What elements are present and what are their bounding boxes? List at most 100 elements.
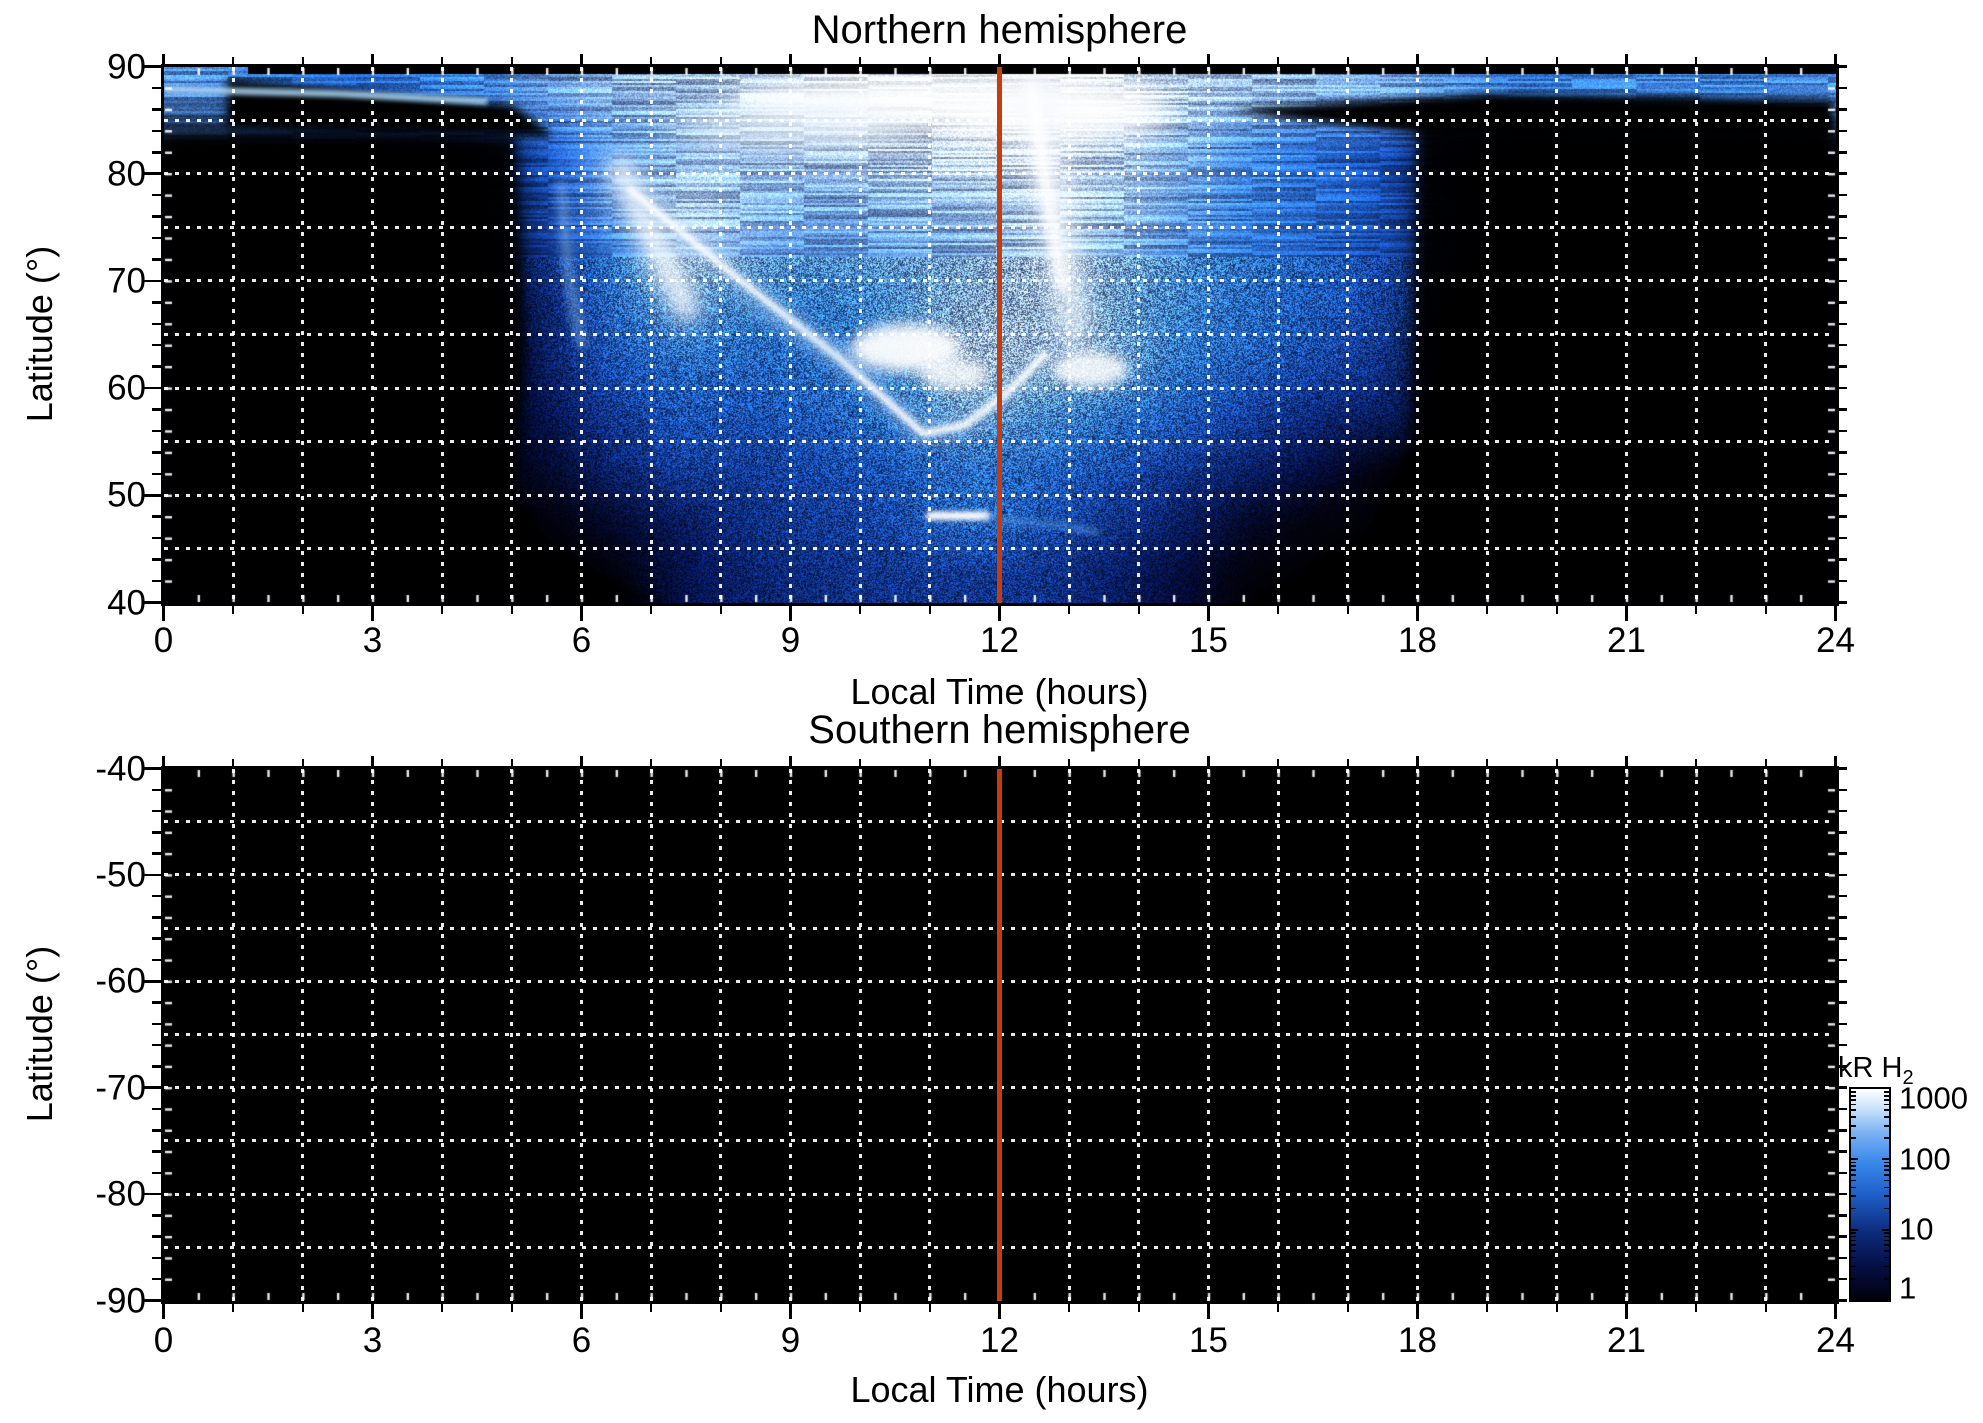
x-axis-top-tick xyxy=(1556,57,1559,64)
y-axis-right-tick xyxy=(1839,108,1847,111)
colorbar-tick xyxy=(1884,1266,1889,1268)
x-axis-top-tick xyxy=(859,57,862,64)
x-tick-label: 3 xyxy=(363,620,382,662)
colorbar-tick xyxy=(1884,1099,1889,1101)
x-tick-label: 12 xyxy=(980,620,1019,662)
x-axis-top-tick xyxy=(232,57,235,64)
x-tick-label: 24 xyxy=(1816,620,1855,662)
colorbar-tick xyxy=(1851,1091,1856,1093)
y-axis-right-tick xyxy=(1839,1023,1847,1026)
colorbar-tick xyxy=(1851,1174,1856,1176)
x-axis-top-tick xyxy=(371,756,374,766)
y-axis-right-tick xyxy=(1839,789,1847,792)
colorbar-tick xyxy=(1851,1208,1856,1210)
y-axis-right-tick xyxy=(1839,959,1847,962)
x-axis-tick xyxy=(650,606,653,614)
colorbar-tick xyxy=(1884,1250,1889,1252)
y-axis-tick xyxy=(152,810,161,813)
x-axis-tick xyxy=(1695,1304,1698,1312)
x-axis-tick xyxy=(441,1304,444,1312)
x-axis-tick xyxy=(371,1304,374,1319)
colorbar-tick xyxy=(1851,1195,1856,1197)
y-tick-label: -60 xyxy=(56,964,146,999)
x-axis-top-tick xyxy=(720,759,723,766)
colorbar-tick xyxy=(1851,1104,1856,1106)
y-axis-right-tick xyxy=(1839,1193,1847,1196)
x-axis-tick xyxy=(720,1304,723,1312)
x-axis-tick xyxy=(929,1304,932,1312)
colorbar-tick xyxy=(1851,1240,1856,1242)
x-axis-tick xyxy=(1347,1304,1350,1312)
y-axis-tick xyxy=(144,601,161,604)
x-axis-tick xyxy=(232,606,235,614)
x-axis-tick xyxy=(1695,606,1698,614)
y-axis-tick xyxy=(152,151,161,154)
y-axis-right-tick xyxy=(1839,1065,1847,1068)
y-tick-label: -80 xyxy=(56,1177,146,1212)
colorbar-tick xyxy=(1851,1266,1856,1268)
x-axis-tick xyxy=(1416,606,1419,621)
y-tick-label: 70 xyxy=(56,263,146,298)
y-axis-tick xyxy=(144,387,161,390)
x-axis-tick xyxy=(1068,1304,1071,1312)
y-tick-label: -90 xyxy=(56,1283,146,1318)
y-axis-tick xyxy=(152,194,161,197)
y-axis-right-tick xyxy=(1839,895,1847,898)
y-axis-tick xyxy=(152,1235,161,1238)
y-axis-tick xyxy=(152,831,161,834)
colorbar-tick xyxy=(1884,1180,1889,1182)
x-tick-label: 0 xyxy=(154,620,173,662)
y-axis-right-tick xyxy=(1839,874,1847,877)
x-axis-top-tick xyxy=(1556,759,1559,766)
colorbar-tick xyxy=(1882,1158,1889,1160)
y-axis-right-tick xyxy=(1839,215,1847,218)
x-axis-tick xyxy=(1625,1304,1628,1319)
y-axis-right-tick xyxy=(1839,831,1847,834)
colorbar-tick xyxy=(1851,1109,1856,1111)
colorbar-tick xyxy=(1884,1278,1889,1280)
south-x-axis-label: Local Time (hours) xyxy=(163,1372,1836,1408)
x-axis-top-tick xyxy=(580,756,583,766)
x-axis-top-tick xyxy=(232,759,235,766)
x-axis-top-tick xyxy=(1416,54,1419,64)
y-axis-right-tick xyxy=(1839,1001,1847,1004)
y-axis-tick xyxy=(152,1044,161,1047)
x-axis-top-tick xyxy=(511,57,514,64)
colorbar-tick-label: 1000 xyxy=(1899,1083,1968,1114)
y-axis-tick xyxy=(152,1065,161,1068)
colorbar-tick xyxy=(1851,1180,1856,1182)
y-tick-label: 90 xyxy=(56,49,146,84)
x-axis-top-tick xyxy=(650,57,653,64)
x-axis-tick xyxy=(580,606,583,621)
colorbar-tick xyxy=(1851,1187,1856,1189)
y-axis-tick xyxy=(152,237,161,240)
y-axis-right-tick xyxy=(1839,1235,1847,1238)
y-axis-tick xyxy=(152,580,161,583)
x-axis-top-tick xyxy=(1068,759,1071,766)
x-axis-tick xyxy=(998,606,1001,621)
y-tick-label: 80 xyxy=(56,156,146,191)
y-axis-tick xyxy=(152,1172,161,1175)
x-tick-label: 21 xyxy=(1607,1320,1646,1362)
y-axis-tick xyxy=(152,1278,161,1281)
x-axis-tick xyxy=(1834,1304,1837,1319)
colorbar-tick xyxy=(1884,1240,1889,1242)
y-axis-right-tick xyxy=(1839,451,1847,454)
y-tick-label: -50 xyxy=(56,857,146,892)
x-axis-top-tick xyxy=(859,759,862,766)
y-axis-tick xyxy=(152,365,161,368)
x-axis-top-tick xyxy=(650,759,653,766)
x-axis-tick xyxy=(1277,1304,1280,1312)
colorbar-tick xyxy=(1884,1125,1889,1127)
x-axis-tick xyxy=(1277,606,1280,614)
y-axis-right-tick xyxy=(1839,387,1847,390)
colorbar-tick xyxy=(1884,1116,1889,1118)
x-axis-tick xyxy=(789,1304,792,1319)
colorbar-tick xyxy=(1851,1257,1856,1259)
y-axis-right-tick xyxy=(1839,194,1847,197)
y-axis-right-tick xyxy=(1839,494,1847,497)
x-axis-top-tick xyxy=(929,57,932,64)
colorbar-tick xyxy=(1851,1169,1856,1171)
y-tick-label: -40 xyxy=(56,751,146,786)
y-axis-tick xyxy=(144,980,161,983)
